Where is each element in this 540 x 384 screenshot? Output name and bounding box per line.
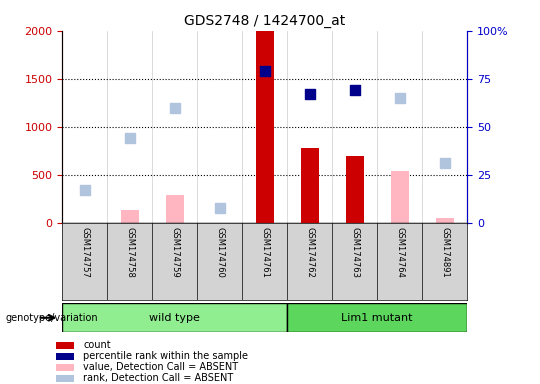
Bar xyxy=(56,342,75,349)
Text: GSM174762: GSM174762 xyxy=(305,227,314,277)
Text: GSM174760: GSM174760 xyxy=(215,227,224,277)
Bar xyxy=(346,156,363,223)
Point xyxy=(80,187,89,193)
Bar xyxy=(56,375,75,382)
Bar xyxy=(287,303,467,332)
Bar xyxy=(390,171,409,223)
Point xyxy=(350,87,359,93)
Text: GSM174758: GSM174758 xyxy=(125,227,134,277)
Text: value, Detection Call = ABSENT: value, Detection Call = ABSENT xyxy=(84,362,239,372)
Bar xyxy=(436,218,454,223)
Bar xyxy=(62,303,287,332)
Bar xyxy=(301,148,319,223)
Title: GDS2748 / 1424700_at: GDS2748 / 1424700_at xyxy=(184,14,345,28)
Text: GSM174761: GSM174761 xyxy=(260,227,269,277)
Point xyxy=(440,160,449,166)
Bar xyxy=(56,353,75,360)
Bar xyxy=(56,364,75,371)
Text: GSM174759: GSM174759 xyxy=(170,227,179,277)
Text: GSM174763: GSM174763 xyxy=(350,227,359,278)
Bar xyxy=(120,210,139,223)
Bar xyxy=(255,31,274,223)
Bar xyxy=(166,195,184,223)
Text: genotype/variation: genotype/variation xyxy=(5,313,98,323)
Text: percentile rank within the sample: percentile rank within the sample xyxy=(84,351,248,361)
Text: GSM174891: GSM174891 xyxy=(440,227,449,277)
Text: GSM174764: GSM174764 xyxy=(395,227,404,277)
Text: Lim1 mutant: Lim1 mutant xyxy=(341,313,413,323)
Text: wild type: wild type xyxy=(149,313,200,323)
Text: rank, Detection Call = ABSENT: rank, Detection Call = ABSENT xyxy=(84,374,234,384)
Point xyxy=(170,106,179,112)
Point xyxy=(260,68,269,74)
Point xyxy=(215,205,224,211)
Text: GSM174757: GSM174757 xyxy=(80,227,89,277)
Point xyxy=(395,95,404,101)
Point xyxy=(125,135,134,141)
Text: count: count xyxy=(84,340,111,350)
Point xyxy=(305,91,314,97)
